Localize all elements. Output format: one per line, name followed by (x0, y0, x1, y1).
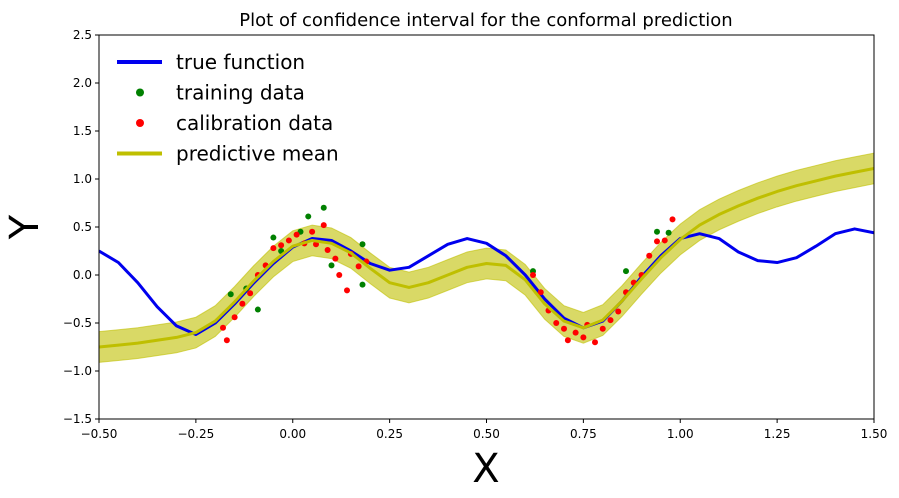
calibration-data-point (220, 324, 226, 331)
calibration-data-point (561, 325, 567, 332)
training-data-point (623, 268, 629, 275)
confidence-band (99, 152, 874, 363)
calibration-data-point (599, 325, 606, 332)
calibration-data-point (592, 339, 598, 346)
calibration-data-point (336, 272, 343, 278)
training-data-point (254, 306, 261, 313)
chart-title: Plot of confidence interval for the conf… (239, 10, 732, 31)
calibration-data-point (537, 289, 544, 296)
calibration-data-point (564, 337, 571, 344)
plot-content (99, 152, 874, 363)
training-data-point (359, 281, 366, 288)
x-tick-label: 1.50 (861, 427, 888, 441)
calibration-data-point (646, 252, 653, 259)
calibration-data-point (231, 314, 238, 321)
calibration-data-point (344, 287, 350, 294)
calibration-data-point (572, 329, 579, 336)
legend-label: true function (176, 50, 305, 74)
y-tick-label: 2.5 (73, 28, 92, 42)
calibration-data-point (669, 216, 676, 223)
training-data-point (328, 262, 335, 269)
x-tick-label: 0.25 (376, 427, 403, 441)
training-data-point (270, 234, 277, 241)
training-data-point (654, 228, 660, 235)
x-axis-label: X (472, 446, 499, 492)
legend-label: training data (176, 81, 305, 105)
y-tick-label: 1.5 (73, 124, 92, 138)
calibration-data-point (615, 308, 622, 315)
calibration-data-point (247, 290, 254, 297)
calibration-data-point (661, 237, 668, 244)
x-tick-label: 0.75 (570, 427, 597, 441)
training-data-point (665, 229, 672, 236)
legend-swatch-marker (136, 88, 144, 97)
x-tick-label: −0.25 (177, 427, 214, 441)
legend-label: predictive mean (176, 142, 339, 166)
calibration-data-point (530, 272, 536, 278)
training-data-point (320, 204, 327, 211)
y-axis-label: Y (2, 214, 48, 240)
y-tick-label: 1.0 (73, 172, 92, 186)
calibration-data-point (324, 247, 331, 254)
x-tick-label: 0.00 (279, 427, 306, 441)
calibration-data-point (239, 300, 246, 307)
training-data-point (227, 291, 234, 298)
x-tick-label: 1.00 (667, 427, 694, 441)
calibration-data-point (293, 231, 300, 238)
legend-swatch-marker (136, 119, 144, 127)
axis-ticks: −0.50 −0.25 0.00 0.25 0.50 0.75 1.00 1.25 1.50 −1… (63, 28, 888, 441)
x-tick-label: −0.50 (81, 427, 118, 441)
y-tick-label: −1.5 (63, 412, 92, 426)
predictive-mean-line (99, 166, 874, 349)
calibration-data-point (580, 334, 587, 341)
calibration-data-point (270, 245, 277, 252)
legend-label: calibration data (176, 111, 333, 135)
y-tick-label: −1.0 (63, 364, 92, 378)
x-tick-label: 1.25 (764, 427, 791, 441)
calibration-data-point (355, 263, 362, 270)
y-tick-label: 2.0 (73, 76, 92, 90)
calibration-data-point (309, 228, 316, 235)
y-tick-label: 0.5 (73, 220, 92, 234)
legend: true function training data calibration da… (117, 50, 339, 166)
plot-area (99, 152, 874, 363)
calibration-data-point (313, 241, 319, 248)
training-data-point (359, 241, 366, 248)
y-tick-label: 0.0 (73, 268, 92, 282)
calibration-data-point (285, 237, 292, 244)
calibration-data-point (553, 320, 560, 326)
calibration-data-point (278, 242, 285, 249)
y-tick-label: −0.5 (63, 316, 92, 330)
calibration-data-point (654, 238, 660, 245)
calibration-data-point (320, 222, 327, 229)
calibration-data-point (607, 317, 614, 324)
training-data-point (305, 213, 312, 220)
calibration-data-point (223, 337, 230, 344)
calibration-data-point (332, 255, 339, 262)
x-tick-label: 0.50 (473, 427, 500, 441)
